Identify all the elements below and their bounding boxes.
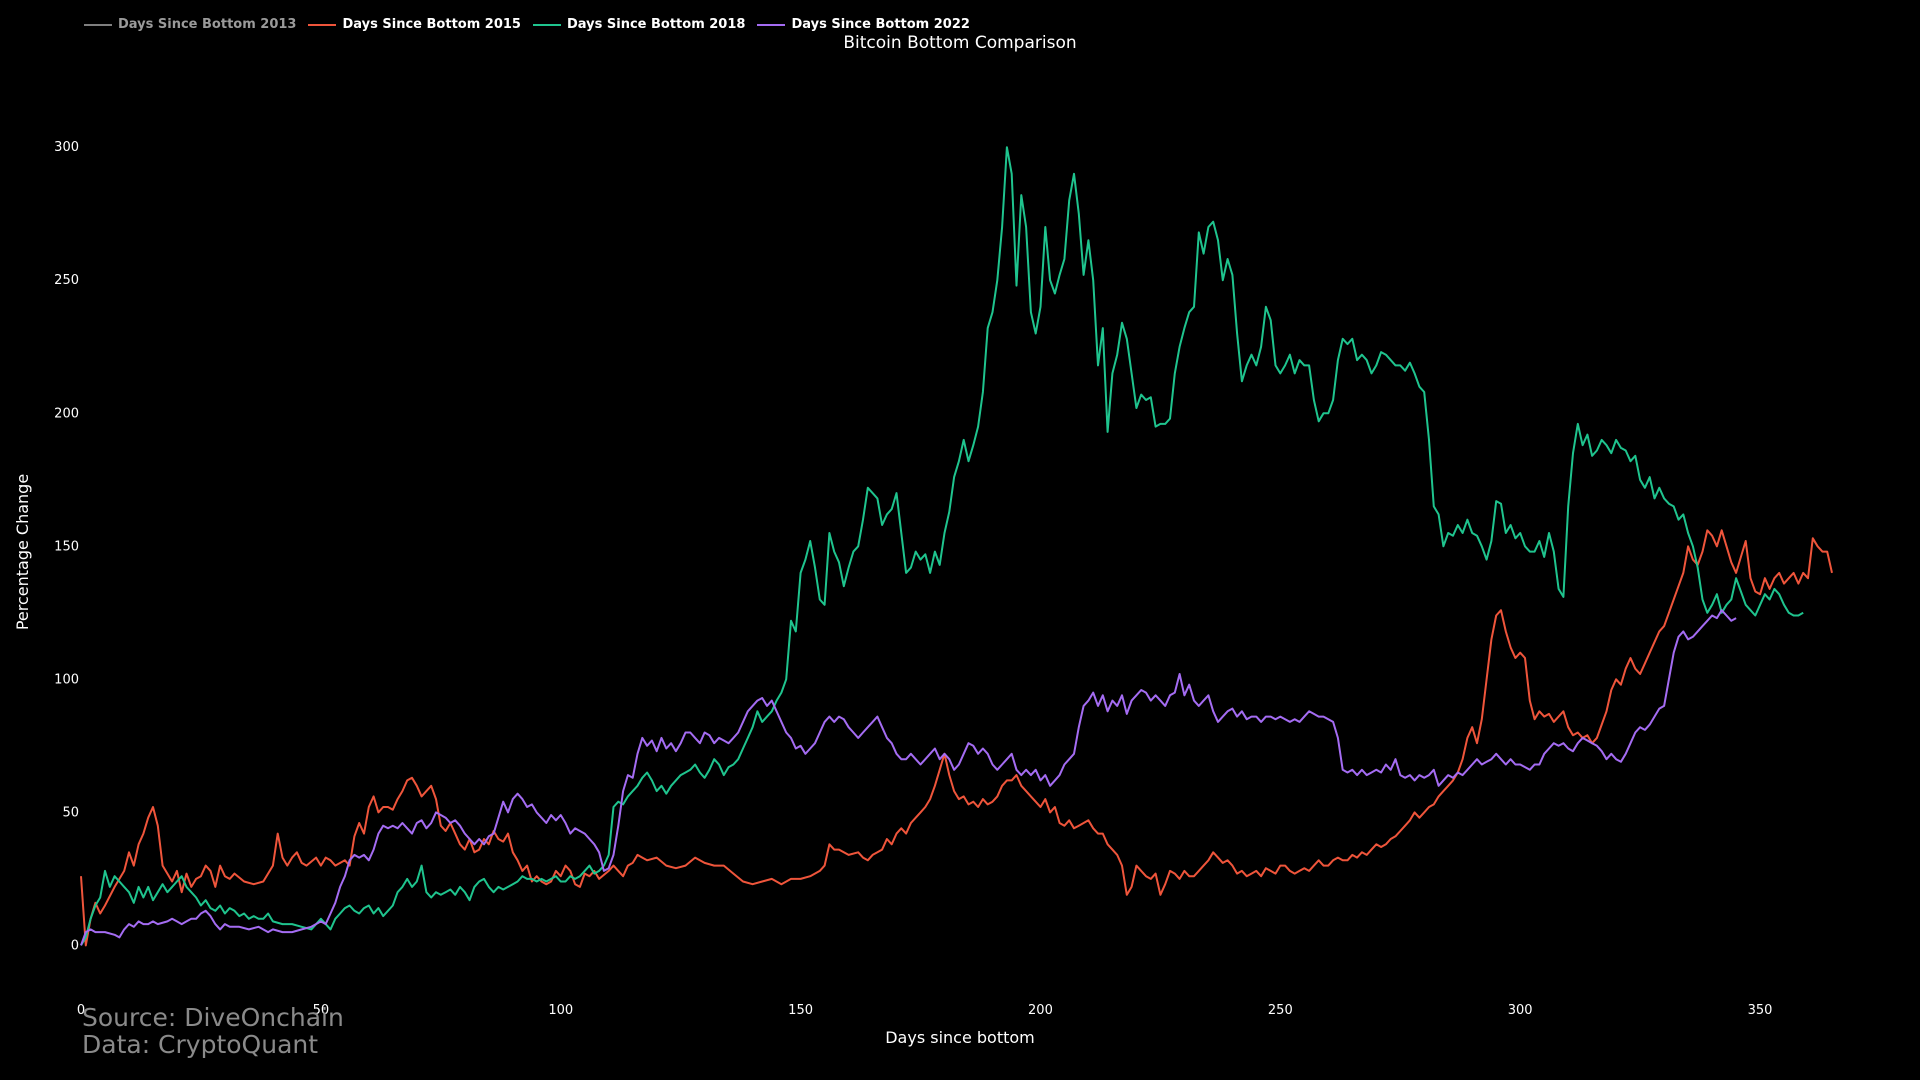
legend-label: Days Since Bottom 2015 (342, 17, 521, 32)
legend-item-1[interactable]: Days Since Bottom 2015 (308, 17, 521, 32)
source-credit: Source: DiveOnchain Data: CryptoQuant (82, 1004, 344, 1058)
y-tick-label: 100 (54, 672, 79, 687)
legend-swatch (757, 23, 786, 26)
y-tick-label: 0 (71, 938, 79, 953)
legend-swatch (532, 23, 561, 26)
y-axis-label: Percentage Change (13, 474, 32, 630)
source-line: Source: DiveOnchain (82, 1003, 344, 1032)
legend-item-0[interactable]: Days Since Bottom 2013 (84, 17, 296, 32)
y-tick-label: 250 (54, 273, 79, 288)
series-line-2 (80, 146, 1804, 946)
legend-swatch (84, 23, 112, 26)
x-tick-label: 300 (1508, 1003, 1533, 1018)
y-tick-label: 300 (54, 140, 79, 155)
x-tick-label: 100 (548, 1003, 573, 1018)
x-tick-label: 50 (313, 1003, 330, 1018)
y-tick-label: 150 (54, 539, 79, 554)
x-tick-label: 0 (77, 1003, 85, 1018)
data-line: Data: CryptoQuant (82, 1030, 319, 1059)
legend-item-2[interactable]: Days Since Bottom 2018 (532, 17, 746, 32)
x-axis-label: Days since bottom (885, 1028, 1035, 1047)
legend: Days Since Bottom 2013 Days Since Bottom … (84, 17, 970, 32)
legend-swatch (308, 23, 337, 26)
x-tick-label: 150 (788, 1003, 813, 1018)
series-line-3 (80, 609, 1737, 946)
chart-title: Bitcoin Bottom Comparison (843, 33, 1077, 53)
legend-label: Days Since Bottom 2018 (566, 17, 746, 32)
legend-label: Days Since Bottom 2013 (118, 17, 297, 32)
y-tick-label: 200 (54, 406, 79, 421)
series-line-1 (80, 529, 1833, 947)
x-tick-label: 200 (1028, 1003, 1053, 1018)
legend-label: Days Since Bottom 2022 (791, 17, 970, 32)
x-tick-label: 250 (1268, 1003, 1293, 1018)
legend-item-3[interactable]: Days Since Bottom 2022 (757, 17, 970, 32)
x-tick-label: 350 (1748, 1003, 1773, 1018)
y-tick-label: 50 (62, 805, 79, 820)
